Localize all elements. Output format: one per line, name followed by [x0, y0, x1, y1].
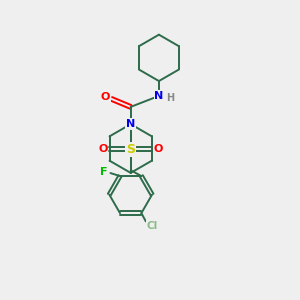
Text: S: S — [126, 143, 135, 156]
Text: H: H — [166, 93, 174, 103]
Text: F: F — [100, 167, 108, 177]
Text: N: N — [126, 119, 135, 129]
Text: N: N — [154, 91, 164, 101]
Text: O: O — [101, 92, 110, 102]
Text: O: O — [98, 144, 107, 154]
Text: Cl: Cl — [146, 221, 158, 231]
Text: O: O — [154, 144, 163, 154]
